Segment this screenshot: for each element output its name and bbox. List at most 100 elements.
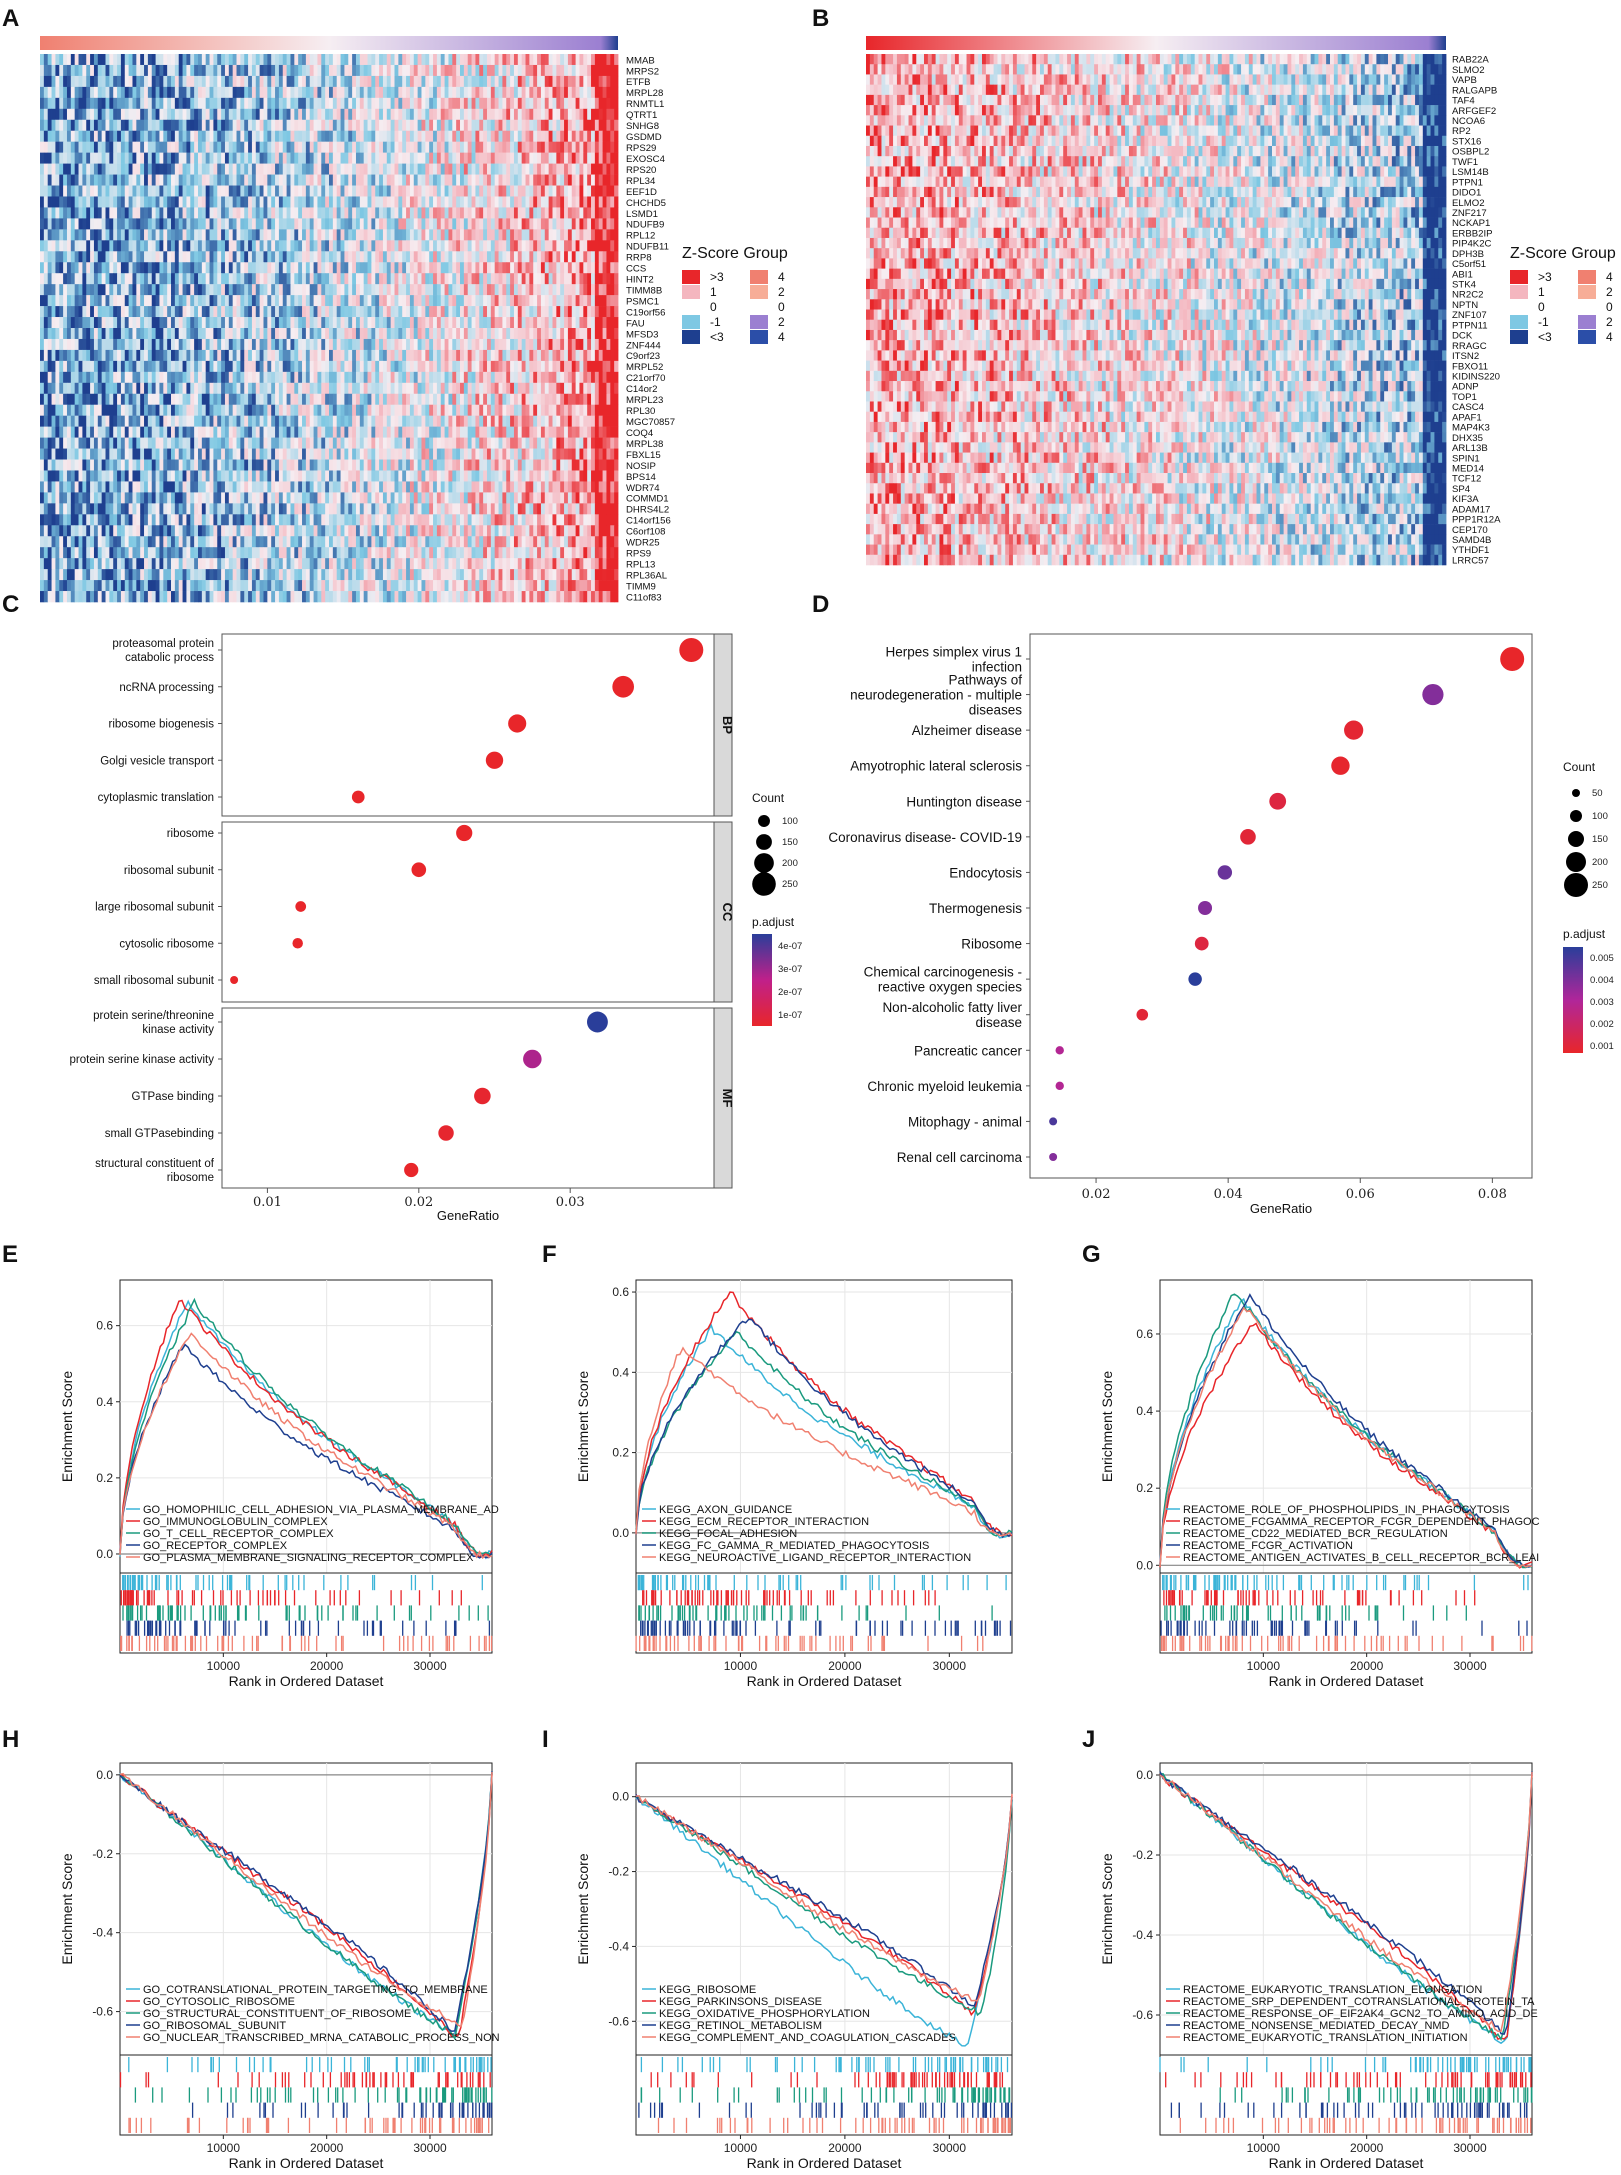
heat-cell <box>101 174 106 186</box>
heat-cell <box>610 240 615 252</box>
heat-cell <box>406 284 411 296</box>
heat-cell <box>120 64 126 77</box>
heat-cell <box>251 86 257 99</box>
heat-cell <box>336 240 341 252</box>
heat-cell <box>325 54 330 66</box>
heat-cell <box>63 328 68 340</box>
heat-cell <box>398 317 403 329</box>
heat-cell <box>479 75 484 88</box>
heat-cell <box>197 295 203 307</box>
heat-cell <box>587 97 592 110</box>
heat-cell <box>182 64 187 77</box>
heat-cell <box>340 130 345 142</box>
heat-cell <box>371 295 376 307</box>
heat-cell <box>575 284 580 296</box>
heat-cell <box>467 273 472 285</box>
heat-cell <box>290 393 295 406</box>
heat-cell <box>352 54 357 66</box>
panel-label-G: G <box>1082 1241 1101 1268</box>
heat-cell <box>124 371 130 384</box>
heat-cell <box>201 86 207 99</box>
heat-cell <box>498 152 503 164</box>
heat-cell <box>317 382 322 395</box>
heat-cell <box>475 54 480 66</box>
heat-cell <box>236 54 241 66</box>
heat-cell <box>406 404 411 416</box>
heat-cell <box>59 54 64 66</box>
heat-cell <box>251 54 257 66</box>
heat-cell <box>282 382 288 395</box>
heat-cell <box>236 360 241 373</box>
heat-cell <box>409 295 415 307</box>
heat-cell <box>294 393 299 406</box>
heat-cell <box>456 382 461 395</box>
heat-cell <box>309 240 314 252</box>
heat-cell <box>240 295 245 307</box>
heat-cell <box>556 251 561 263</box>
heat-cell <box>55 382 60 395</box>
heat-cell <box>521 273 526 285</box>
heat-cell <box>348 229 353 241</box>
heat-cell <box>409 371 415 384</box>
heat-cell <box>525 86 530 99</box>
heat-cell <box>567 207 573 219</box>
heat-cell <box>128 97 133 110</box>
heat-cell <box>583 119 588 132</box>
heat-cell <box>82 317 87 329</box>
heat-cell <box>490 371 496 384</box>
heat-cell <box>282 174 288 186</box>
heat-cell <box>483 382 488 395</box>
heat-cell <box>97 360 103 373</box>
heat-cell <box>93 64 99 77</box>
heat-cell <box>313 54 318 66</box>
heat-cell <box>294 338 299 351</box>
heat-cell <box>363 185 368 197</box>
heat-cell <box>251 262 257 274</box>
heat-cell <box>224 130 230 142</box>
heat-cell <box>321 262 326 274</box>
heat-cell <box>86 393 91 406</box>
heat-cell <box>278 349 284 362</box>
heat-cell <box>490 284 496 296</box>
heat-cell <box>132 240 137 252</box>
heat-cell <box>544 207 550 219</box>
heat-cell <box>136 54 141 66</box>
heat-cell <box>614 218 619 230</box>
heat-cell <box>517 371 523 384</box>
heat-cell <box>460 371 465 384</box>
heat-cell <box>463 295 469 307</box>
heat-cell <box>228 54 234 66</box>
heat-cell <box>317 328 322 340</box>
heat-cell <box>483 273 488 285</box>
heat-cell <box>336 273 341 285</box>
heat-cell <box>417 360 422 373</box>
heat-cell <box>113 97 118 110</box>
heat-cell <box>90 349 95 362</box>
heat-cell <box>533 371 538 384</box>
heat-cell <box>209 64 214 77</box>
heat-cell <box>363 119 368 132</box>
heat-cell <box>240 284 245 296</box>
heat-cell <box>540 349 546 362</box>
heat-cell <box>386 284 392 296</box>
heat-cell <box>579 306 584 318</box>
heat-cell <box>128 75 133 88</box>
heat-cell <box>171 328 176 340</box>
heat-cell <box>117 404 122 416</box>
heat-cell <box>86 251 91 263</box>
heat-cell <box>51 75 56 88</box>
heat-cell <box>355 328 361 340</box>
heat-cell <box>209 360 214 373</box>
heat-cell <box>78 141 83 153</box>
heat-cell <box>571 54 577 66</box>
heat-cell <box>448 262 453 274</box>
heat-cell <box>529 196 534 208</box>
heat-cell <box>290 163 295 175</box>
heat-cell <box>348 196 353 208</box>
heat-cell <box>325 328 330 340</box>
heat-cell <box>186 240 191 252</box>
heat-cell <box>251 75 257 88</box>
heat-cell <box>275 371 280 384</box>
heat-cell <box>429 317 434 329</box>
heat-cell <box>40 393 45 406</box>
